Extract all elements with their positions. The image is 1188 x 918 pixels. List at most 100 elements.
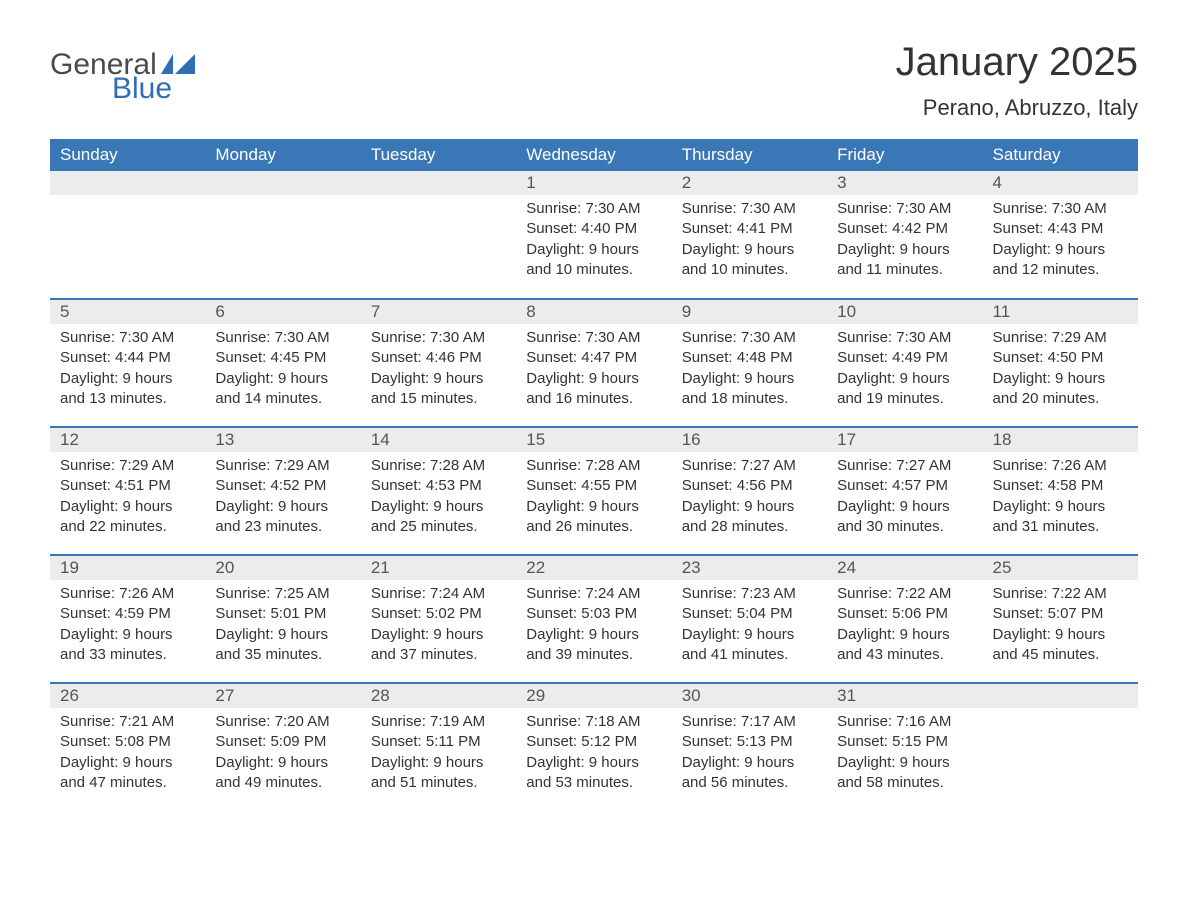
day-cell: 27Sunrise: 7:20 AMSunset: 5:09 PMDayligh… <box>205 683 360 811</box>
day-dl1: Daylight: 9 hours <box>682 753 817 773</box>
day-number: 18 <box>983 428 1138 452</box>
day-sr: Sunrise: 7:30 AM <box>60 328 195 348</box>
day-ss: Sunset: 4:50 PM <box>993 348 1128 368</box>
day-body: Sunrise: 7:28 AMSunset: 4:55 PMDaylight:… <box>516 452 671 547</box>
logo-text-blue: Blue <box>112 72 172 106</box>
day-ss: Sunset: 4:51 PM <box>60 476 195 496</box>
day-number: 5 <box>50 300 205 324</box>
day-ss: Sunset: 4:53 PM <box>371 476 506 496</box>
day-number: 9 <box>672 300 827 324</box>
day-dl2: and 51 minutes. <box>371 773 506 793</box>
day-dl1: Daylight: 9 hours <box>682 497 817 517</box>
day-number: 21 <box>361 556 516 580</box>
day-dl1: Daylight: 9 hours <box>993 497 1128 517</box>
day-dl2: and 33 minutes. <box>60 645 195 665</box>
day-dl1: Daylight: 9 hours <box>526 369 661 389</box>
day-body: Sunrise: 7:22 AMSunset: 5:07 PMDaylight:… <box>983 580 1138 675</box>
day-cell: 2Sunrise: 7:30 AMSunset: 4:41 PMDaylight… <box>672 171 827 299</box>
day-cell <box>983 683 1138 811</box>
day-dl1: Daylight: 9 hours <box>993 625 1128 645</box>
day-cell: 5Sunrise: 7:30 AMSunset: 4:44 PMDaylight… <box>50 299 205 427</box>
day-body: Sunrise: 7:30 AMSunset: 4:40 PMDaylight:… <box>516 195 671 290</box>
day-dl1: Daylight: 9 hours <box>60 369 195 389</box>
day-dl1: Daylight: 9 hours <box>371 625 506 645</box>
day-number: 11 <box>983 300 1138 324</box>
title-block: January 2025 Perano, Abruzzo, Italy <box>896 40 1138 121</box>
day-sr: Sunrise: 7:21 AM <box>60 712 195 732</box>
day-body: Sunrise: 7:30 AMSunset: 4:48 PMDaylight:… <box>672 324 827 419</box>
day-ss: Sunset: 5:04 PM <box>682 604 817 624</box>
day-ss: Sunset: 5:08 PM <box>60 732 195 752</box>
day-number: 25 <box>983 556 1138 580</box>
day-dl1: Daylight: 9 hours <box>526 240 661 260</box>
weekday-header: Sunday <box>50 139 205 171</box>
day-dl2: and 20 minutes. <box>993 389 1128 409</box>
location-label: Perano, Abruzzo, Italy <box>896 95 1138 121</box>
day-sr: Sunrise: 7:30 AM <box>682 328 817 348</box>
day-number: 8 <box>516 300 671 324</box>
day-ss: Sunset: 4:41 PM <box>682 219 817 239</box>
logo: General Blue <box>50 48 195 106</box>
day-cell: 21Sunrise: 7:24 AMSunset: 5:02 PMDayligh… <box>361 555 516 683</box>
weekday-header-row: Sunday Monday Tuesday Wednesday Thursday… <box>50 139 1138 171</box>
day-body: Sunrise: 7:24 AMSunset: 5:02 PMDaylight:… <box>361 580 516 675</box>
day-ss: Sunset: 4:49 PM <box>837 348 972 368</box>
day-number: 14 <box>361 428 516 452</box>
day-cell <box>205 171 360 299</box>
day-sr: Sunrise: 7:30 AM <box>837 328 972 348</box>
day-ss: Sunset: 4:46 PM <box>371 348 506 368</box>
day-number <box>50 171 205 195</box>
day-dl2: and 49 minutes. <box>215 773 350 793</box>
day-sr: Sunrise: 7:16 AM <box>837 712 972 732</box>
day-cell: 9Sunrise: 7:30 AMSunset: 4:48 PMDaylight… <box>672 299 827 427</box>
day-body: Sunrise: 7:29 AMSunset: 4:51 PMDaylight:… <box>50 452 205 547</box>
day-dl2: and 10 minutes. <box>682 260 817 280</box>
day-body: Sunrise: 7:23 AMSunset: 5:04 PMDaylight:… <box>672 580 827 675</box>
calendar-table: Sunday Monday Tuesday Wednesday Thursday… <box>50 139 1138 811</box>
day-cell: 1Sunrise: 7:30 AMSunset: 4:40 PMDaylight… <box>516 171 671 299</box>
day-sr: Sunrise: 7:20 AM <box>215 712 350 732</box>
day-cell: 11Sunrise: 7:29 AMSunset: 4:50 PMDayligh… <box>983 299 1138 427</box>
day-dl2: and 26 minutes. <box>526 517 661 537</box>
day-cell: 23Sunrise: 7:23 AMSunset: 5:04 PMDayligh… <box>672 555 827 683</box>
day-sr: Sunrise: 7:26 AM <box>60 584 195 604</box>
day-cell: 4Sunrise: 7:30 AMSunset: 4:43 PMDaylight… <box>983 171 1138 299</box>
day-dl1: Daylight: 9 hours <box>837 625 972 645</box>
day-ss: Sunset: 4:58 PM <box>993 476 1128 496</box>
day-number: 6 <box>205 300 360 324</box>
week-row: 19Sunrise: 7:26 AMSunset: 4:59 PMDayligh… <box>50 555 1138 683</box>
day-body: Sunrise: 7:29 AMSunset: 4:52 PMDaylight:… <box>205 452 360 547</box>
day-sr: Sunrise: 7:30 AM <box>526 199 661 219</box>
weekday-header: Friday <box>827 139 982 171</box>
day-number: 10 <box>827 300 982 324</box>
day-body: Sunrise: 7:26 AMSunset: 4:58 PMDaylight:… <box>983 452 1138 547</box>
day-sr: Sunrise: 7:24 AM <box>526 584 661 604</box>
day-number: 16 <box>672 428 827 452</box>
day-cell: 6Sunrise: 7:30 AMSunset: 4:45 PMDaylight… <box>205 299 360 427</box>
day-body: Sunrise: 7:27 AMSunset: 4:57 PMDaylight:… <box>827 452 982 547</box>
day-dl1: Daylight: 9 hours <box>837 497 972 517</box>
day-body: Sunrise: 7:30 AMSunset: 4:47 PMDaylight:… <box>516 324 671 419</box>
day-ss: Sunset: 5:03 PM <box>526 604 661 624</box>
day-dl1: Daylight: 9 hours <box>993 240 1128 260</box>
day-dl1: Daylight: 9 hours <box>60 625 195 645</box>
day-body: Sunrise: 7:24 AMSunset: 5:03 PMDaylight:… <box>516 580 671 675</box>
day-dl1: Daylight: 9 hours <box>215 497 350 517</box>
day-cell: 17Sunrise: 7:27 AMSunset: 4:57 PMDayligh… <box>827 427 982 555</box>
day-cell <box>50 171 205 299</box>
header: General Blue January 2025 Perano, Abruzz… <box>50 40 1138 121</box>
day-cell: 28Sunrise: 7:19 AMSunset: 5:11 PMDayligh… <box>361 683 516 811</box>
day-sr: Sunrise: 7:22 AM <box>993 584 1128 604</box>
day-number: 29 <box>516 684 671 708</box>
day-ss: Sunset: 5:01 PM <box>215 604 350 624</box>
day-sr: Sunrise: 7:17 AM <box>682 712 817 732</box>
day-sr: Sunrise: 7:28 AM <box>371 456 506 476</box>
day-number: 28 <box>361 684 516 708</box>
day-cell: 22Sunrise: 7:24 AMSunset: 5:03 PMDayligh… <box>516 555 671 683</box>
day-ss: Sunset: 5:07 PM <box>993 604 1128 624</box>
weekday-header: Tuesday <box>361 139 516 171</box>
weekday-header: Monday <box>205 139 360 171</box>
day-dl1: Daylight: 9 hours <box>993 369 1128 389</box>
day-number: 26 <box>50 684 205 708</box>
day-cell: 31Sunrise: 7:16 AMSunset: 5:15 PMDayligh… <box>827 683 982 811</box>
